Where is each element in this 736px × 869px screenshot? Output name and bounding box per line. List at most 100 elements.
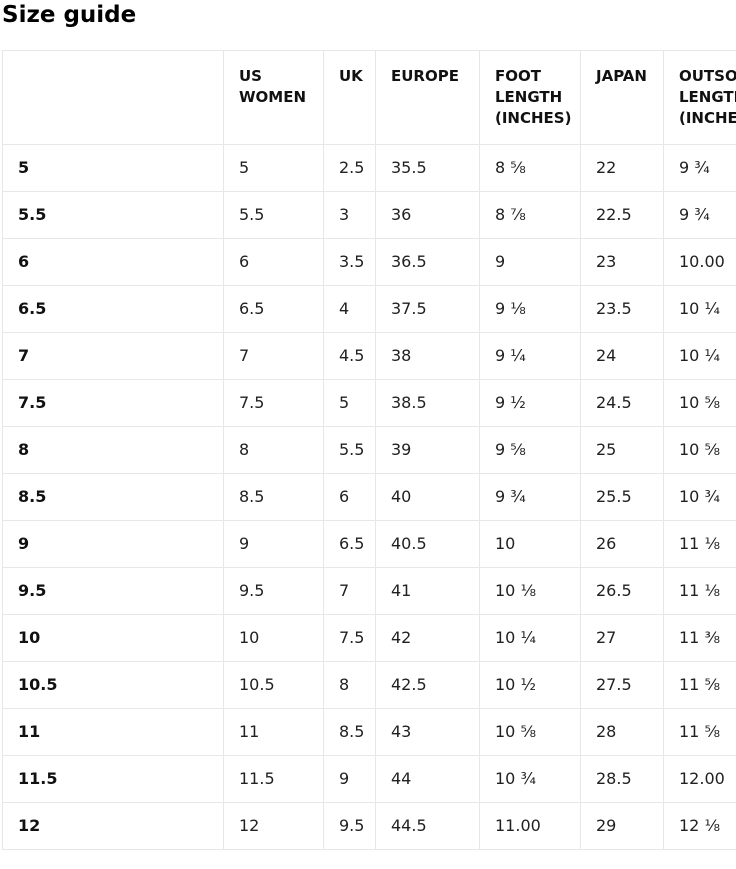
cell-outsole-length: 11 ⅜ xyxy=(664,615,736,662)
cell-uk: 7 xyxy=(324,568,376,615)
cell-japan: 25 xyxy=(581,427,664,474)
row-label-size: 6.5 xyxy=(3,286,224,333)
cell-outsole-length: 12.00 xyxy=(664,756,736,803)
cell-europe: 43 xyxy=(376,709,480,756)
cell-uk: 7.5 xyxy=(324,615,376,662)
cell-japan: 26.5 xyxy=(581,568,664,615)
cell-foot-length: 9 ¾ xyxy=(480,474,581,521)
cell-uk: 8 xyxy=(324,662,376,709)
table-row: 10 10 7.5 42 10 ¼ 27 11 ⅜ xyxy=(3,615,736,662)
cell-outsole-length: 10 ¾ xyxy=(664,474,736,521)
cell-europe: 38.5 xyxy=(376,380,480,427)
cell-outsole-length: 11 ⅝ xyxy=(664,709,736,756)
table-row: 10.5 10.5 8 42.5 10 ½ 27.5 11 ⅝ xyxy=(3,662,736,709)
cell-outsole-length: 10 ¼ xyxy=(664,286,736,333)
cell-outsole-length: 10 ⅝ xyxy=(664,427,736,474)
cell-uk: 3.5 xyxy=(324,239,376,286)
cell-japan: 28 xyxy=(581,709,664,756)
cell-us-women: 11.5 xyxy=(224,756,324,803)
cell-japan: 23.5 xyxy=(581,286,664,333)
cell-europe: 44.5 xyxy=(376,803,480,850)
header-cell-japan: JAPAN xyxy=(581,51,664,145)
cell-europe: 35.5 xyxy=(376,145,480,192)
header-cell-europe: EUROPE xyxy=(376,51,480,145)
cell-foot-length: 10 ⅝ xyxy=(480,709,581,756)
row-label-size: 5.5 xyxy=(3,192,224,239)
cell-foot-length: 8 ⅞ xyxy=(480,192,581,239)
row-label-size: 5 xyxy=(3,145,224,192)
row-label-size: 10.5 xyxy=(3,662,224,709)
cell-japan: 25.5 xyxy=(581,474,664,521)
header-cell-blank xyxy=(3,51,224,145)
row-label-size: 11 xyxy=(3,709,224,756)
row-label-size: 9.5 xyxy=(3,568,224,615)
cell-uk: 5 xyxy=(324,380,376,427)
cell-us-women: 6.5 xyxy=(224,286,324,333)
table-row: 7 7 4.5 38 9 ¼ 24 10 ¼ xyxy=(3,333,736,380)
cell-outsole-length: 10 ⅝ xyxy=(664,380,736,427)
table-row: 6.5 6.5 4 37.5 9 ⅛ 23.5 10 ¼ xyxy=(3,286,736,333)
cell-foot-length: 10 ¾ xyxy=(480,756,581,803)
table-row: 11.5 11.5 9 44 10 ¾ 28.5 12.00 xyxy=(3,756,736,803)
cell-europe: 42.5 xyxy=(376,662,480,709)
cell-us-women: 11 xyxy=(224,709,324,756)
row-label-size: 12 xyxy=(3,803,224,850)
row-label-size: 10 xyxy=(3,615,224,662)
cell-japan: 29 xyxy=(581,803,664,850)
cell-uk: 6 xyxy=(324,474,376,521)
table-body: 5 5 2.5 35.5 8 ⅝ 22 9 ¾ 5.5 5.5 3 36 8 ⅞… xyxy=(3,145,736,850)
table-row: 7.5 7.5 5 38.5 9 ½ 24.5 10 ⅝ xyxy=(3,380,736,427)
cell-foot-length: 10 xyxy=(480,521,581,568)
cell-foot-length: 9 ⅛ xyxy=(480,286,581,333)
cell-europe: 39 xyxy=(376,427,480,474)
cell-uk: 9.5 xyxy=(324,803,376,850)
cell-outsole-length: 9 ¾ xyxy=(664,192,736,239)
cell-outsole-length: 10 ¼ xyxy=(664,333,736,380)
cell-europe: 40 xyxy=(376,474,480,521)
cell-us-women: 9 xyxy=(224,521,324,568)
cell-foot-length: 9 ⅝ xyxy=(480,427,581,474)
cell-us-women: 7 xyxy=(224,333,324,380)
cell-us-women: 5.5 xyxy=(224,192,324,239)
cell-japan: 26 xyxy=(581,521,664,568)
cell-us-women: 7.5 xyxy=(224,380,324,427)
table-row: 9 9 6.5 40.5 10 26 11 ⅛ xyxy=(3,521,736,568)
cell-europe: 37.5 xyxy=(376,286,480,333)
cell-uk: 9 xyxy=(324,756,376,803)
cell-uk: 8.5 xyxy=(324,709,376,756)
cell-outsole-length: 12 ⅛ xyxy=(664,803,736,850)
cell-europe: 36 xyxy=(376,192,480,239)
cell-europe: 44 xyxy=(376,756,480,803)
cell-europe: 40.5 xyxy=(376,521,480,568)
table-row: 11 11 8.5 43 10 ⅝ 28 11 ⅝ xyxy=(3,709,736,756)
size-guide-table: US WOMEN UK EUROPE FOOT LENGTH (inches) … xyxy=(2,50,736,850)
cell-europe: 41 xyxy=(376,568,480,615)
cell-japan: 27.5 xyxy=(581,662,664,709)
table-row: 5 5 2.5 35.5 8 ⅝ 22 9 ¾ xyxy=(3,145,736,192)
cell-us-women: 8 xyxy=(224,427,324,474)
row-label-size: 7 xyxy=(3,333,224,380)
cell-uk: 6.5 xyxy=(324,521,376,568)
cell-foot-length: 9 ½ xyxy=(480,380,581,427)
cell-foot-length: 10 ⅛ xyxy=(480,568,581,615)
cell-japan: 24.5 xyxy=(581,380,664,427)
table-row: 6 6 3.5 36.5 9 23 10.00 xyxy=(3,239,736,286)
header-cell-foot-length: FOOT LENGTH (inches) xyxy=(480,51,581,145)
cell-uk: 2.5 xyxy=(324,145,376,192)
cell-japan: 22 xyxy=(581,145,664,192)
cell-us-women: 5 xyxy=(224,145,324,192)
cell-japan: 28.5 xyxy=(581,756,664,803)
cell-outsole-length: 11 ⅛ xyxy=(664,521,736,568)
cell-outsole-length: 11 ⅝ xyxy=(664,662,736,709)
cell-foot-length: 9 xyxy=(480,239,581,286)
header-row: US WOMEN UK EUROPE FOOT LENGTH (inches) … xyxy=(3,51,736,145)
table-header: US WOMEN UK EUROPE FOOT LENGTH (inches) … xyxy=(3,51,736,145)
header-cell-us-women: US WOMEN xyxy=(224,51,324,145)
cell-foot-length: 8 ⅝ xyxy=(480,145,581,192)
cell-uk: 5.5 xyxy=(324,427,376,474)
cell-us-women: 8.5 xyxy=(224,474,324,521)
cell-japan: 22.5 xyxy=(581,192,664,239)
cell-uk: 4 xyxy=(324,286,376,333)
table-row: 8 8 5.5 39 9 ⅝ 25 10 ⅝ xyxy=(3,427,736,474)
cell-foot-length: 11.00 xyxy=(480,803,581,850)
